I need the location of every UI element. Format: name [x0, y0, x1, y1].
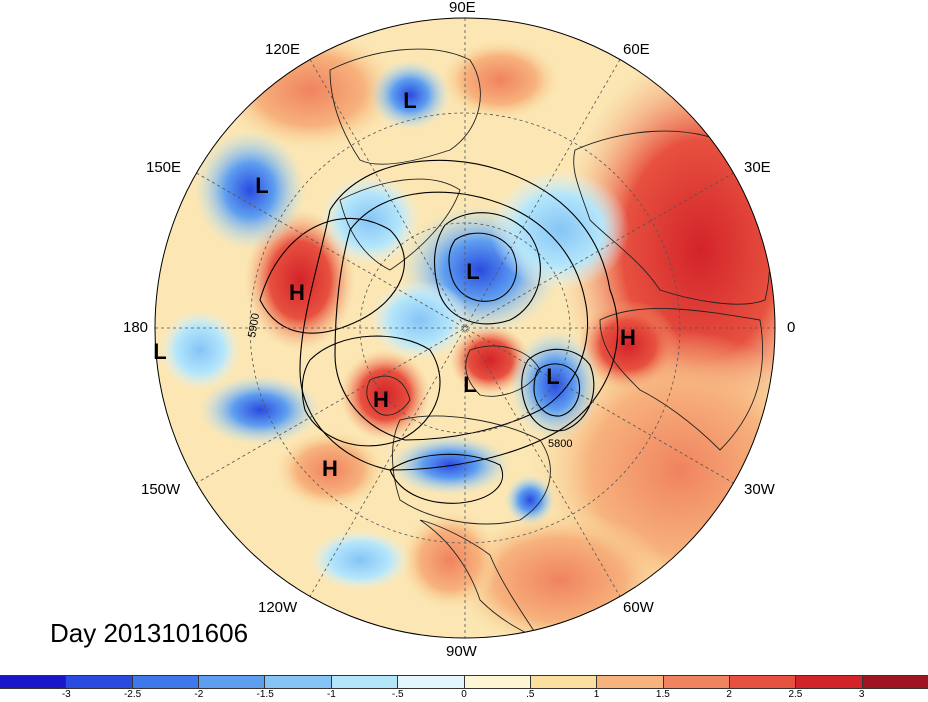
pressure-system-high: H	[373, 387, 389, 412]
colorbar-tick-label: -3	[61, 689, 71, 700]
colorbar-tick-label: -1.5	[256, 689, 274, 700]
map-border	[154, 17, 776, 639]
colorbar-segment	[66, 676, 133, 688]
lon-label-90w: 90W	[446, 643, 477, 660]
colorbar-tick-label: 3	[858, 689, 865, 700]
colorbar-segment	[0, 676, 67, 688]
colorbar-segment	[398, 676, 465, 688]
pressure-system-low: L	[403, 88, 417, 113]
colorbar-segment	[796, 676, 863, 688]
colorbar-segment	[530, 676, 598, 688]
colorbar-tick-label: -1	[326, 689, 336, 700]
day-label: Day 2013101606	[50, 618, 249, 648]
colorbar-tick-label: 0	[461, 689, 467, 700]
lon-label-150e: 150E	[146, 159, 182, 176]
pressure-system-low: L	[255, 173, 269, 198]
colorbar-tick-label: 2	[726, 689, 732, 700]
colorbar-segment	[729, 676, 797, 688]
pressure-system-low: L	[466, 259, 480, 284]
colorbar-segment	[464, 676, 531, 688]
pressure-system-low: L	[463, 372, 477, 397]
colorbar-tick-labels: -3 -2.5 -2 -1.5 -1 -.5 0 .5 1 1.5 2 2.5 3	[0, 689, 928, 702]
coastlines	[329, 48, 771, 638]
lon-label-120w: 120W	[258, 599, 298, 616]
contour-label-5900: 5900	[246, 312, 262, 338]
colorbar	[0, 675, 928, 689]
colorbar-tick-label: -2	[194, 689, 204, 700]
colorbar-tick-label: -.5	[391, 689, 404, 700]
lon-label-60e: 60E	[623, 41, 650, 58]
pressure-system-low: L	[153, 339, 167, 364]
pressure-system-high: H	[620, 325, 636, 350]
colorbar-tick-label: .5	[526, 689, 535, 700]
colorbar-tick-label: 2.5	[788, 689, 803, 700]
lon-label-90e: 90E	[449, 0, 476, 16]
colorbar-segment	[597, 676, 664, 688]
colorbar-tick-label: 1.5	[655, 689, 670, 700]
lon-label-150w: 150W	[141, 481, 181, 498]
lon-label-0: 0	[787, 319, 796, 336]
colorbar-segment	[862, 676, 928, 688]
polar-map: 5900 5800	[154, 17, 776, 639]
colorbar-segment	[132, 676, 200, 688]
lon-label-120e: 120E	[265, 41, 301, 58]
colorbar-segment	[199, 676, 266, 688]
graticule	[155, 18, 775, 638]
lon-label-30w: 30W	[744, 481, 775, 498]
colorbar-segment	[663, 676, 730, 688]
lon-label-180: 180	[123, 319, 149, 336]
colorbar-tick-label: -2.5	[123, 689, 142, 700]
lon-label-60w: 60W	[623, 599, 654, 616]
colorbar-segment	[331, 676, 399, 688]
anomaly-field	[155, 18, 775, 638]
colorbar-segment	[265, 676, 332, 688]
contour-label-5800: 5800	[548, 438, 572, 450]
lon-label-30e: 30E	[744, 159, 771, 176]
pressure-system-high: H	[322, 456, 338, 481]
height-contours	[259, 159, 619, 504]
colorbar-tick-label: 1	[593, 689, 600, 700]
pressure-system-high: H	[289, 280, 305, 305]
pressure-system-low: L	[546, 364, 560, 389]
